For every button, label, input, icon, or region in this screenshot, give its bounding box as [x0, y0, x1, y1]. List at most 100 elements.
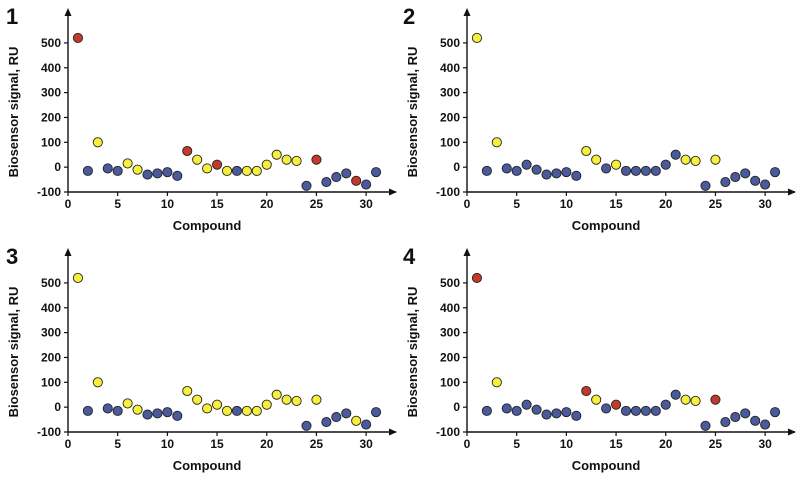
- data-point: [231, 165, 242, 176]
- data-point: [680, 394, 691, 405]
- data-point: [172, 170, 183, 181]
- data-point: [162, 407, 173, 418]
- data-point: [670, 389, 681, 400]
- data-point: [690, 395, 701, 406]
- x-tick-label: 0: [65, 437, 72, 451]
- data-point: [72, 272, 83, 283]
- panel-1: 1 -100 0 100 200 300 400 500 0 5 10 15 20 25 30 Compoun…: [6, 4, 397, 233]
- data-point: [710, 394, 721, 405]
- y-tick-label: 300: [440, 326, 460, 340]
- data-point: [271, 389, 282, 400]
- data-point: [351, 175, 362, 186]
- data-point: [142, 169, 153, 180]
- x-tick-label: 10: [161, 197, 175, 211]
- x-tick-label: 30: [758, 437, 772, 451]
- data-point: [541, 409, 552, 420]
- y-tick-label: 100: [41, 135, 61, 149]
- data-point: [72, 32, 83, 43]
- data-point: [760, 419, 771, 430]
- y-axis-title: Biosensor signal, RU: [405, 47, 420, 178]
- data-point: [321, 177, 332, 188]
- data-point: [112, 405, 123, 416]
- data-point: [311, 394, 322, 405]
- y-tick-label: -100: [37, 185, 61, 199]
- x-axis-arrow: [788, 428, 796, 436]
- data-point: [311, 154, 322, 165]
- data-point: [82, 165, 93, 176]
- y-tick-label: -100: [436, 425, 460, 439]
- x-tick-label: 0: [464, 197, 471, 211]
- panel-2: 2 -100 0 100 200 300 400 500 0 5 10 15 20 25 30 Compoun…: [403, 4, 796, 233]
- data-point: [720, 177, 731, 188]
- data-point: [620, 165, 632, 176]
- x-tick-label: 30: [758, 197, 772, 211]
- data-point: [261, 159, 272, 170]
- y-axis-arrow: [463, 248, 471, 256]
- data-point: [571, 410, 582, 421]
- data-point: [231, 405, 242, 416]
- data-point: [341, 168, 352, 179]
- data-point: [491, 137, 502, 148]
- data-point: [630, 405, 641, 416]
- x-axis-title: Compound: [572, 458, 641, 473]
- data-point: [551, 408, 562, 419]
- panel-number: 1: [6, 4, 18, 29]
- data-point: [221, 405, 233, 416]
- x-axis-title: Compound: [173, 458, 242, 473]
- x-tick-label: 5: [114, 437, 121, 451]
- data-point: [750, 415, 761, 426]
- data-point: [650, 165, 661, 176]
- data-point: [760, 179, 771, 190]
- data-point: [730, 412, 741, 423]
- data-point: [591, 394, 602, 405]
- data-point: [361, 179, 372, 190]
- x-tick-label: 15: [609, 437, 623, 451]
- data-point: [541, 169, 552, 180]
- data-point: [122, 158, 133, 169]
- data-point: [561, 167, 572, 178]
- data-point: [561, 407, 572, 418]
- data-point: [770, 167, 781, 178]
- data-point: [162, 167, 173, 178]
- data-point: [611, 159, 622, 170]
- data-point: [112, 165, 123, 176]
- data-point: [202, 403, 213, 414]
- data-point: [331, 172, 342, 183]
- data-point: [670, 149, 681, 160]
- data-point: [132, 164, 143, 175]
- y-tick-label: 300: [41, 86, 61, 100]
- data-point: [660, 399, 671, 410]
- x-tick-label: 0: [464, 437, 471, 451]
- data-point: [142, 409, 153, 420]
- data-point: [241, 405, 252, 416]
- data-point: [640, 165, 651, 176]
- y-axis-title: Biosensor signal, RU: [6, 47, 21, 178]
- y-axis-arrow: [64, 248, 72, 256]
- data-point: [172, 410, 183, 421]
- panel-number: 2: [403, 4, 415, 29]
- x-tick-label: 0: [65, 197, 72, 211]
- data-point: [660, 159, 671, 170]
- data-point: [361, 419, 372, 430]
- x-tick-label: 20: [659, 437, 673, 451]
- y-tick-label: 100: [440, 135, 460, 149]
- data-point: [82, 405, 93, 416]
- data-point: [521, 159, 532, 170]
- data-point: [680, 154, 691, 165]
- x-axis-title: Compound: [173, 218, 242, 233]
- x-tick-label: 20: [659, 197, 673, 211]
- x-tick-label: 25: [709, 437, 723, 451]
- data-point: [301, 420, 312, 431]
- data-point: [710, 154, 721, 165]
- x-axis-title: Compound: [572, 218, 641, 233]
- data-point: [620, 405, 632, 416]
- data-point: [750, 175, 761, 186]
- y-axis-arrow: [463, 8, 471, 16]
- data-point: [251, 405, 262, 416]
- data-point: [601, 163, 612, 174]
- y-tick-label: 500: [41, 276, 61, 290]
- x-tick-label: 10: [560, 437, 574, 451]
- x-tick-label: 15: [609, 197, 623, 211]
- y-tick-label: 100: [41, 375, 61, 389]
